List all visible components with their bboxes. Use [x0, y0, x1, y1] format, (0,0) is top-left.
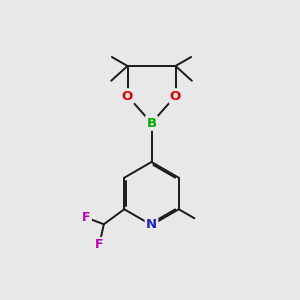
Text: F: F [95, 238, 103, 251]
Text: O: O [170, 89, 181, 103]
Text: B: B [146, 116, 157, 130]
Text: O: O [122, 89, 133, 103]
Text: N: N [146, 218, 157, 232]
Text: F: F [82, 211, 91, 224]
